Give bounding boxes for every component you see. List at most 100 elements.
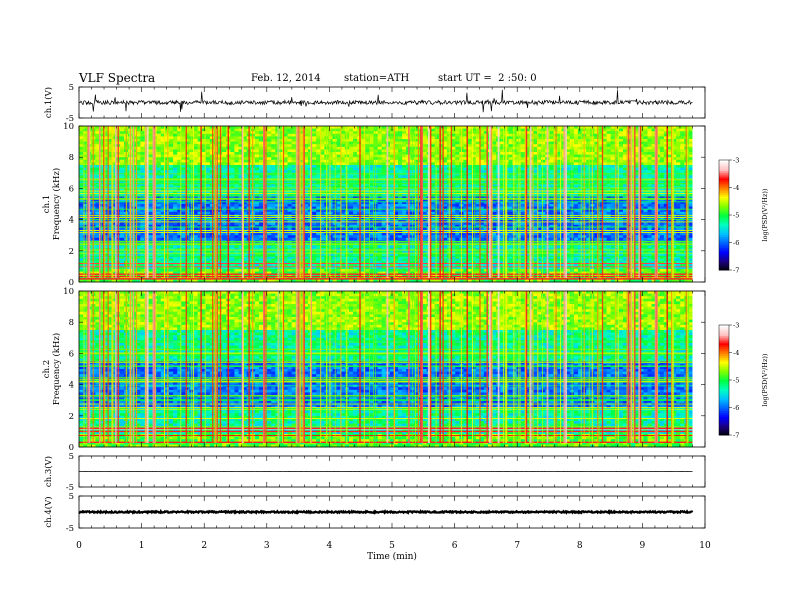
psd-cell (181, 139, 185, 142)
psd-cell (574, 149, 578, 152)
psd-cell (578, 162, 582, 165)
psd-cell (353, 173, 357, 176)
psd-cell (513, 168, 517, 171)
psd-cell (431, 129, 435, 132)
psd-cell (194, 139, 198, 142)
psd-cell (369, 131, 373, 134)
psd-cell (382, 173, 386, 176)
psd-cell (611, 168, 615, 171)
psd-cell (455, 142, 459, 145)
psd-cell (647, 173, 651, 176)
psd-cell (283, 157, 287, 160)
psd-cell (688, 204, 692, 207)
psd-cell (140, 162, 144, 165)
psd-cell (234, 175, 238, 178)
psd-cell (222, 175, 226, 178)
psd-cell (181, 165, 185, 168)
psd-cell (676, 170, 680, 173)
psd-cell (660, 139, 664, 142)
psd-cell (283, 149, 287, 152)
psd-cell (288, 157, 292, 160)
psd-cell (271, 204, 275, 207)
psd-cell (181, 175, 185, 178)
psd-cell (578, 173, 582, 176)
psd-cell (378, 129, 382, 132)
psd-cell (181, 131, 185, 134)
psd-cell (230, 136, 234, 139)
psd-cell (513, 126, 517, 129)
psd-cell (643, 144, 647, 147)
psd-cell (513, 134, 517, 137)
psd-cell (541, 168, 545, 171)
psd-cell (423, 147, 427, 150)
psd-cell (558, 173, 562, 176)
psd-cell (492, 162, 496, 165)
psd-cell (378, 144, 382, 147)
psd-cell (255, 136, 259, 139)
psd-cell (423, 152, 427, 155)
psd-cell (365, 149, 369, 152)
psd-cell (660, 126, 664, 129)
psd-cell (267, 131, 271, 134)
psd-cell (435, 139, 439, 142)
psd-cell (611, 144, 615, 147)
psd-cell (541, 134, 545, 137)
psd-cell (140, 149, 144, 152)
psd-cell (230, 165, 234, 168)
psd-cell (402, 175, 406, 178)
psd-cell (398, 173, 402, 176)
psd-cell (316, 157, 320, 160)
psd-cell (353, 160, 357, 163)
psd-cell (688, 165, 692, 168)
psd-cell (382, 147, 386, 150)
psd-cell (435, 126, 439, 129)
psd-cell (283, 165, 287, 168)
psd-cell (349, 139, 353, 142)
psd-cell (312, 168, 316, 171)
psd-cell (165, 155, 169, 158)
psd-cell (157, 160, 161, 163)
psd-cell (312, 165, 316, 168)
psd-cell (149, 157, 153, 160)
psd-cell (283, 168, 287, 171)
psd-cell (353, 170, 357, 173)
psd-cell (500, 149, 504, 152)
psd-cell (316, 129, 320, 132)
psd-cell (194, 126, 198, 129)
psd-cell (435, 136, 439, 139)
psd-cell (378, 152, 382, 155)
psd-cell (435, 157, 439, 160)
psd-cell (361, 147, 365, 150)
psd-cell (435, 160, 439, 163)
psd-cell (513, 157, 517, 160)
spectrogram-ch1 (79, 126, 705, 282)
psd-cell (255, 129, 259, 132)
psd-cell (680, 136, 684, 139)
psd-cell (676, 149, 680, 152)
psd-cell (398, 168, 402, 171)
psd-cell (435, 162, 439, 165)
psd-cell (165, 139, 169, 142)
psd-cell (611, 126, 615, 129)
psd-cell (500, 155, 504, 158)
psd-cell (607, 131, 611, 134)
psd-cell (316, 165, 320, 168)
psd-cell (234, 126, 238, 129)
psd-cell (169, 149, 173, 152)
psd-cell (468, 152, 472, 155)
psd-cell (382, 142, 386, 145)
psd-cell (206, 168, 210, 171)
psd-cell (508, 152, 512, 155)
psd-cell (398, 155, 402, 158)
psd-cell (140, 142, 144, 145)
psd-cell (267, 162, 271, 165)
psd-cell (230, 147, 234, 150)
psd-cell (541, 149, 545, 152)
psd-cell (149, 165, 153, 168)
psd-cell (283, 129, 287, 132)
psd-cell (333, 168, 337, 171)
psd-cell (230, 131, 234, 134)
psd-cell (271, 126, 275, 129)
psd-cell (558, 157, 562, 160)
psd-cell (165, 165, 169, 168)
